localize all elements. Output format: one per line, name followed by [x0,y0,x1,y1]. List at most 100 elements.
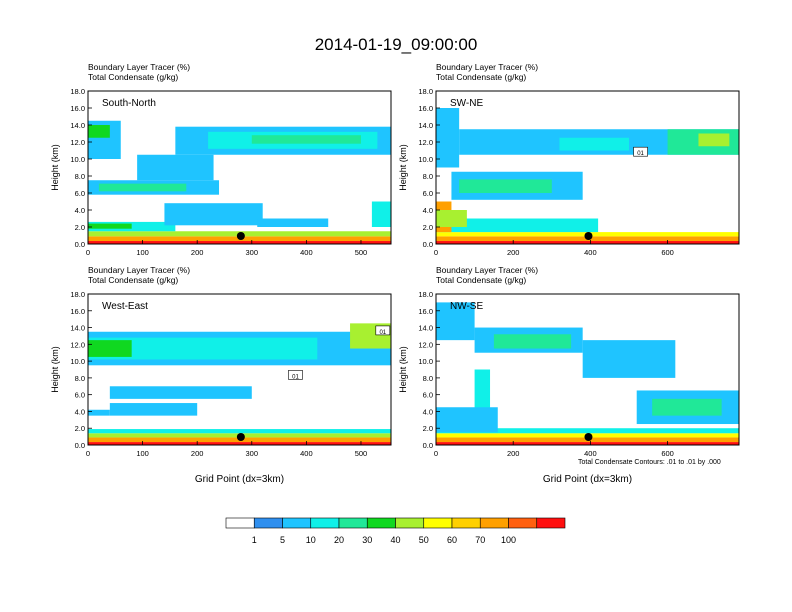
x-axis-label: Grid Point (dx=3km) [543,474,632,485]
x-tick-label: 0 [434,449,438,458]
y-tick-label: 0.0 [423,441,433,450]
y-tick-label: 18.0 [70,87,85,96]
tracer-band [88,409,110,416]
x-tick-label: 300 [246,449,259,458]
y-tick-label: 16.0 [418,104,433,113]
tracer-band [436,210,467,227]
x-tick-label: 200 [507,449,520,458]
x-tick-label: 200 [507,248,520,257]
tracer-band [493,334,572,349]
y-tick-label: 10.0 [70,155,85,164]
tracer-band [436,302,475,341]
tracer-band [698,133,730,147]
contour-label-box [375,325,391,336]
tracer-band [109,386,252,399]
colorbar: 1 5 10 20 30 40 50 60 70 100 [225,517,566,545]
location-marker [236,232,245,240]
x-tick-label: 400 [300,248,313,257]
x-tick-label: 200 [191,248,204,257]
tracer-band [88,429,391,434]
colorbar-label: 10 [306,535,316,545]
plot-frame [87,293,392,446]
x-tick-label: 100 [136,248,149,257]
contour-label-box [288,370,303,380]
colorbar-label: 5 [280,535,285,545]
tracer-band [436,428,739,434]
y-tick-label: 8.0 [75,172,85,181]
colorbar-label: 100 [501,535,516,545]
y-tick-label: 4.0 [75,407,85,416]
y-axis-label: Height (km) [398,144,408,191]
y-tick-label: 2.0 [75,223,85,232]
y-tick-label: 4.0 [423,206,433,215]
x-tick-label: 0 [86,248,90,257]
colorbar-swatch [395,517,425,529]
plot-frame [87,90,392,245]
x-tick-label: 300 [246,248,259,257]
panel-subtitle: Total Condensate (g/kg) [88,275,178,285]
tracer-band [98,183,187,192]
x-tick-label: 100 [136,449,149,458]
tracer-band [436,108,460,168]
y-tick-label: 18.0 [418,87,433,96]
colorbar-label: 70 [475,535,485,545]
y-tick-label: 18.0 [70,290,85,299]
y-tick-label: 16.0 [70,307,85,316]
plot-frame [435,293,740,446]
colorbar-label: 60 [447,535,457,545]
tracer-band [88,241,391,244]
y-tick-label: 6.0 [75,189,85,198]
tracer-band [257,218,329,227]
y-tick-label: 4.0 [75,206,85,215]
colorbar-swatch [508,517,538,529]
panel-subtitle: Total Condensate (g/kg) [88,72,178,82]
tracer-band [559,137,629,151]
y-tick-label: 2.0 [423,424,433,433]
tracer-band [582,340,676,378]
location-marker [584,232,593,240]
tracer-band [88,337,318,360]
colorbar-swatch [282,517,312,529]
tracer-band [652,398,722,416]
y-tick-label: 2.0 [423,223,433,232]
y-tick-label: 12.0 [70,340,85,349]
footnote: Total Condensate Contours: .01 to .01 by… [578,459,721,466]
y-tick-label: 10.0 [70,357,85,366]
colorbar-swatch [423,517,453,529]
y-tick-label: 14.0 [418,121,433,130]
y-tick-label: 6.0 [423,189,433,198]
x-tick-label: 0 [86,449,90,458]
y-tick-label: 12.0 [418,138,433,147]
panel-label: South-North [102,98,156,109]
tracer-band [371,201,391,227]
panel-label: West-East [102,301,148,312]
y-tick-label: 0.0 [75,441,85,450]
colorbar-swatch [310,517,340,529]
x-tick-label: 400 [584,248,597,257]
tracer-band [251,135,361,144]
tracer-band [88,442,391,445]
plot-area [88,294,391,445]
tracer-band [436,407,498,433]
y-tick-label: 16.0 [70,104,85,113]
plot-frame [435,90,740,245]
colorbar-swatch [366,517,396,529]
tracer-band [137,154,214,181]
tracer-band [436,241,739,244]
colorbar-swatch [536,517,566,529]
y-tick-label: 12.0 [70,138,85,147]
colorbar-swatch [338,517,368,529]
contour-label-box [633,146,648,157]
figure-title: 2014-01-19_09:00:00 [315,35,478,54]
tracer-band [436,218,599,233]
tracer-band [109,403,198,416]
y-tick-label: 8.0 [423,374,433,383]
y-axis-label: Height (km) [50,144,60,191]
x-tick-label: 400 [584,449,597,458]
x-tick-label: 0 [434,248,438,257]
panel-sw-ne: 01 0.0 2.0 4.0 6.0 8.0 10.0 12.0 14.0 16.0 18.0 0 20… [398,62,740,257]
y-tick-label: 6.0 [423,391,433,400]
tracer-band [436,442,739,445]
y-tick-label: 16.0 [418,307,433,316]
y-tick-label: 12.0 [418,340,433,349]
